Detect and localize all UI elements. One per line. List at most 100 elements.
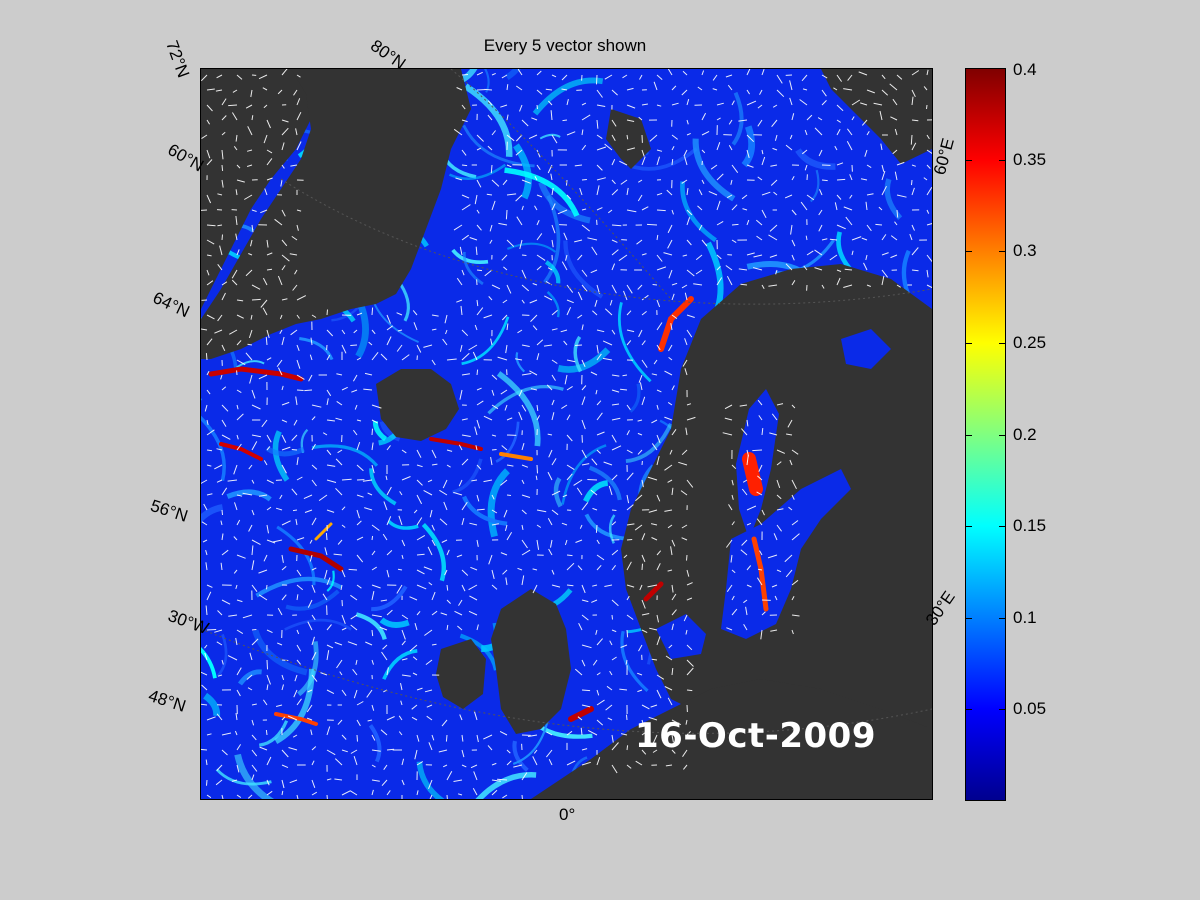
velocity-vector — [474, 426, 478, 436]
velocity-vector — [276, 359, 283, 367]
velocity-vector — [233, 464, 238, 475]
velocity-vector — [575, 344, 583, 346]
velocity-vector — [292, 509, 298, 512]
velocity-vector — [843, 88, 853, 91]
velocity-vector — [836, 269, 842, 272]
velocity-vector — [577, 565, 583, 571]
velocity-vector — [217, 263, 223, 271]
velocity-vector — [731, 239, 737, 244]
velocity-vector — [460, 305, 463, 316]
velocity-vector — [431, 734, 435, 741]
velocity-vector — [746, 134, 755, 143]
velocity-vector — [741, 539, 748, 546]
colorbar-tick-mark — [999, 342, 1005, 344]
velocity-vector — [506, 134, 515, 142]
velocity-vector — [566, 284, 574, 293]
velocity-vector — [445, 329, 448, 335]
velocity-vector — [235, 713, 238, 721]
velocity-vector — [695, 254, 703, 261]
velocity-vector — [759, 550, 763, 556]
velocity-vector — [761, 69, 765, 76]
velocity-vector — [367, 492, 373, 496]
velocity-vector — [581, 644, 592, 649]
gulf-of-bothnia — [736, 389, 779, 539]
velocity-vector — [652, 749, 658, 753]
jet-channel — [568, 706, 594, 722]
velocity-vector — [656, 234, 659, 241]
speed-streak — [265, 446, 305, 457]
velocity-vector — [606, 685, 613, 691]
velocity-vector — [767, 554, 778, 559]
velocity-vector — [497, 356, 508, 361]
velocity-vector — [236, 413, 244, 421]
colorbar-tick-label: 0.25 — [1013, 332, 1047, 352]
velocity-vector — [506, 284, 512, 294]
velocity-vector — [546, 749, 553, 758]
velocity-vector — [818, 224, 823, 232]
velocity-vector — [281, 464, 287, 474]
velocity-vector — [647, 476, 658, 481]
velocity-vector — [233, 146, 238, 151]
velocity-vector — [836, 178, 846, 181]
velocity-vector — [536, 524, 542, 528]
velocity-vector — [236, 494, 243, 497]
jet-west-2 — [219, 442, 263, 461]
velocity-vector — [607, 717, 613, 721]
velocity-vector — [397, 568, 403, 571]
velocity-vector — [740, 283, 748, 286]
velocity-vector — [536, 353, 540, 361]
velocity-vector — [500, 552, 508, 556]
velocity-vector — [428, 779, 433, 789]
velocity-vector — [487, 745, 493, 751]
velocity-vector — [459, 389, 463, 400]
speed-streak — [379, 617, 410, 628]
velocity-vector — [263, 554, 268, 562]
velocity-vector — [350, 790, 358, 796]
velocity-vector — [821, 238, 828, 241]
velocity-vector — [296, 629, 300, 635]
speed-streak — [369, 468, 397, 506]
velocity-vector — [409, 644, 418, 652]
velocity-vector — [611, 158, 616, 166]
velocity-vector — [506, 464, 514, 467]
velocity-vector — [896, 209, 899, 218]
velocity-vector — [926, 254, 932, 263]
velocity-vector — [566, 473, 573, 481]
velocity-vector — [536, 194, 543, 198]
velocity-vector — [461, 501, 468, 511]
velocity-vector — [668, 344, 673, 352]
velocity-vector — [214, 329, 223, 334]
velocity-vector — [236, 629, 244, 635]
velocity-vector — [596, 89, 603, 98]
velocity-vector — [324, 547, 328, 556]
velocity-vector — [785, 263, 793, 271]
velocity-vector — [634, 524, 643, 531]
velocity-vector — [386, 790, 391, 796]
velocity-vector — [502, 299, 508, 304]
colorbar-tick-label: 0.4 — [1013, 60, 1037, 79]
velocity-vector — [353, 689, 358, 699]
velocity-vector — [251, 434, 261, 438]
velocity-vector — [686, 416, 696, 421]
velocity-vector — [279, 314, 283, 320]
velocity-vector — [844, 268, 853, 271]
velocity-vector — [296, 74, 301, 78]
velocity-vector — [671, 102, 679, 106]
velocity-vector — [596, 344, 599, 354]
velocity-vector — [791, 449, 799, 455]
velocity-vector — [667, 401, 673, 406]
velocity-vector — [459, 344, 463, 352]
velocity-vector — [281, 674, 285, 681]
velocity-vector — [326, 449, 332, 456]
velocity-vector — [626, 104, 636, 109]
velocity-vector — [656, 322, 663, 331]
velocity-vector — [281, 119, 289, 123]
jet-northsea — [643, 581, 664, 602]
velocity-vector — [265, 337, 268, 346]
speed-streak — [215, 768, 272, 786]
velocity-vector — [416, 610, 421, 616]
velocity-vector — [266, 539, 276, 544]
velocity-vector — [641, 629, 648, 634]
velocity-vector — [291, 488, 298, 496]
speed-streak — [629, 383, 641, 413]
